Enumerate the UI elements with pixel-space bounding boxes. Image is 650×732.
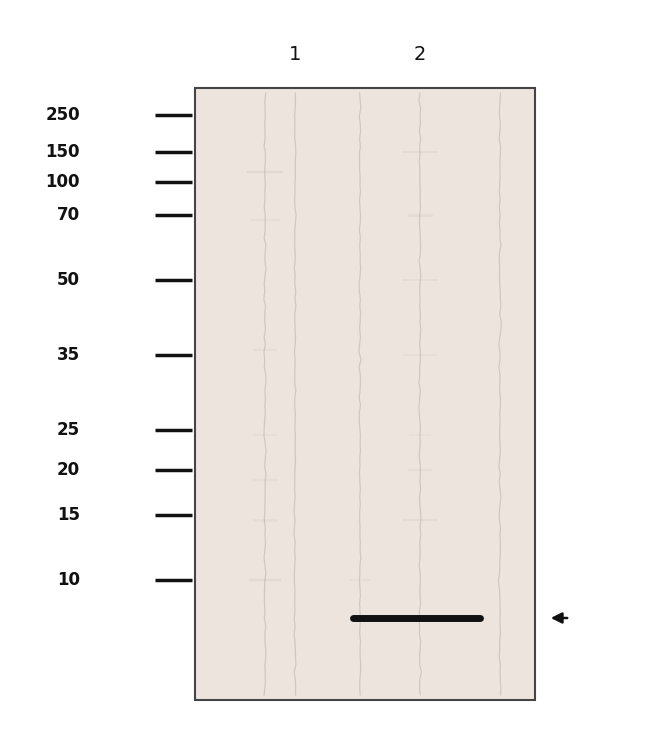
- Text: 20: 20: [57, 461, 80, 479]
- Text: 250: 250: [46, 106, 80, 124]
- Bar: [195, 88, 535, 700]
- Text: 1: 1: [289, 45, 301, 64]
- Text: 2: 2: [414, 45, 426, 64]
- Text: 25: 25: [57, 421, 80, 439]
- Text: 50: 50: [57, 271, 80, 289]
- Text: 10: 10: [57, 571, 80, 589]
- Text: 150: 150: [46, 143, 80, 161]
- Text: 35: 35: [57, 346, 80, 364]
- Text: 100: 100: [46, 173, 80, 191]
- Text: 70: 70: [57, 206, 80, 224]
- Text: 15: 15: [57, 506, 80, 524]
